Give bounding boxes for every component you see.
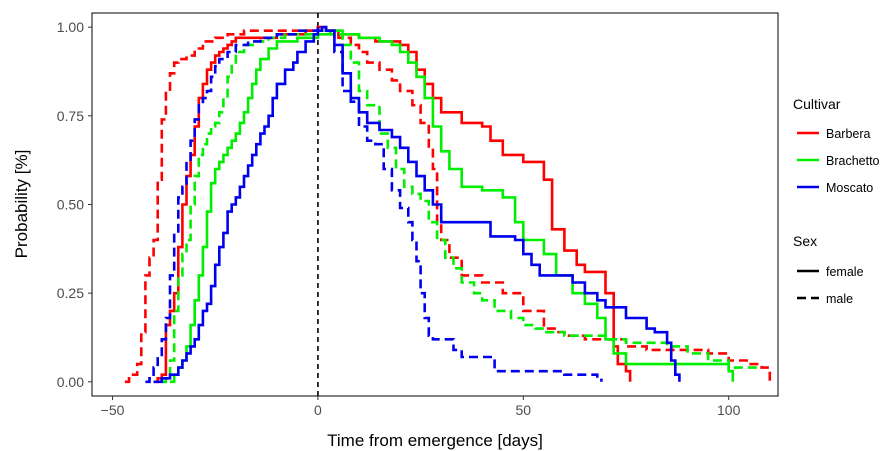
legend-label-barbera: Barbera: [826, 127, 871, 141]
series-moscato-male: [145, 25, 603, 384]
x-tick-label: 0: [314, 402, 322, 418]
y-tick-label: 0.25: [57, 285, 84, 301]
y-axis-title: Probability [%]: [12, 150, 31, 259]
legend-label-male: male: [826, 292, 853, 306]
y-tick-label: 0.75: [57, 108, 84, 124]
legend-label-moscato: Moscato: [826, 181, 873, 195]
x-tick-label: 50: [516, 402, 532, 418]
x-axis-title: Time from emergence [days]: [327, 431, 543, 450]
y-tick-label: 0.00: [57, 374, 84, 390]
legend-title-cultivar: Cultivar: [793, 96, 841, 112]
series-brachetto-male: [161, 29, 762, 384]
legend: Cultivar Barbera Brachetto Moscato Sex f…: [793, 96, 880, 306]
tick-layer: −50 0 50 100 0.00 0.25 0.50 0.75 1.00: [57, 19, 741, 418]
legend-label-female: female: [826, 265, 864, 279]
y-tick-label: 1.00: [57, 19, 84, 35]
x-tick-label: 100: [717, 402, 741, 418]
series-layer: [124, 25, 772, 384]
legend-title-sex: Sex: [793, 233, 817, 249]
x-tick-label: −50: [101, 402, 125, 418]
legend-label-brachetto: Brachetto: [826, 154, 880, 168]
y-tick-label: 0.50: [57, 197, 84, 213]
